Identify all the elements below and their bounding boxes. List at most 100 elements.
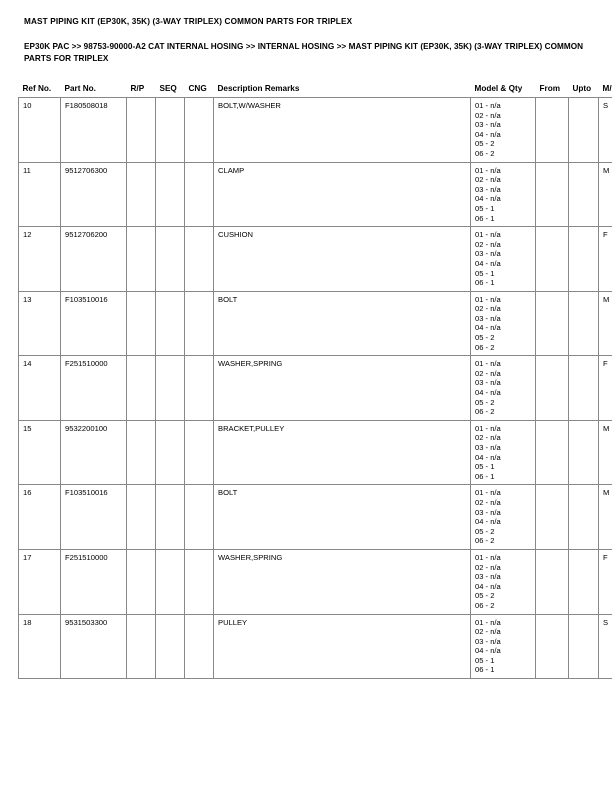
column-header-description: Description Remarks	[217, 84, 300, 93]
table-row: 14 F251510000 WASHER,SPRING 01 - n/a 02 - n…	[18, 355, 612, 421]
cell-ref-no: 11	[18, 162, 61, 228]
column-header-from: From	[539, 84, 560, 93]
column-header-rp: R/P	[130, 84, 145, 93]
cell-rp	[126, 484, 156, 550]
cell-part-no: F180508018	[60, 97, 127, 163]
cell-seq	[155, 614, 185, 680]
cell-part-no: 9532200100	[60, 420, 127, 486]
cell-description: BOLT	[213, 484, 471, 550]
cell-cng	[184, 162, 214, 228]
cell-mr: S	[598, 97, 612, 163]
cell-mr: F	[598, 226, 612, 292]
cell-part-no: F103510016	[60, 291, 127, 357]
cell-seq	[155, 97, 185, 163]
table-row: 13 F103510016 BOLT 01 - n/a 02 - n/a 03 - n…	[18, 291, 612, 357]
parts-table: Ref No. Part No. R/P SEQ CNG Description…	[18, 84, 612, 680]
cell-seq	[155, 291, 185, 357]
cell-cng	[184, 484, 214, 550]
cell-from	[535, 162, 569, 228]
column-header-cng: CNG	[188, 84, 207, 93]
cell-from	[535, 420, 569, 486]
cell-upto	[568, 549, 599, 615]
cell-from	[535, 355, 569, 421]
cell-part-no: 9512706300	[60, 162, 127, 228]
cell-cng	[184, 549, 214, 615]
cell-ref-no: 15	[18, 420, 61, 486]
cell-upto	[568, 355, 599, 421]
cell-from	[535, 484, 569, 550]
column-header-upto: Upto	[572, 84, 592, 93]
cell-cng	[184, 97, 214, 163]
cell-part-no: 9531503300	[60, 614, 127, 680]
cell-seq	[155, 355, 185, 421]
title-block: MAST PIPING KIT (EP30K, 35K) (3-WAY TRIP…	[24, 16, 590, 27]
page-title: MAST PIPING KIT (EP30K, 35K) (3-WAY TRIP…	[24, 17, 353, 26]
cell-model-qty: 01 - n/a 02 - n/a 03 - n/a 04 - n/a 05 -…	[470, 355, 536, 421]
table-row: 18 9531503300 PULLEY 01 - n/a 02 - n/a 03 -…	[18, 614, 612, 680]
cell-rp	[126, 291, 156, 357]
cell-rp	[126, 226, 156, 292]
cell-part-no: F251510000	[60, 549, 127, 615]
cell-model-qty: 01 - n/a 02 - n/a 03 - n/a 04 - n/a 05 -…	[470, 97, 536, 163]
cell-description: BOLT	[213, 291, 471, 357]
table-row: 17 F251510000 WASHER,SPRING 01 - n/a 02 - n…	[18, 549, 612, 615]
cell-ref-no: 18	[18, 614, 61, 680]
cell-upto	[568, 291, 599, 357]
cell-upto	[568, 420, 599, 486]
cell-seq	[155, 162, 185, 228]
cell-model-qty: 01 - n/a 02 - n/a 03 - n/a 04 - n/a 05 -…	[470, 226, 536, 292]
cell-seq	[155, 226, 185, 292]
cell-ref-no: 14	[18, 355, 61, 421]
cell-rp	[126, 97, 156, 163]
column-header-seq: SEQ	[159, 84, 177, 93]
cell-upto	[568, 97, 599, 163]
cell-model-qty: 01 - n/a 02 - n/a 03 - n/a 04 - n/a 05 -…	[470, 484, 536, 550]
cell-seq	[155, 484, 185, 550]
table-row: 11 9512706300 CLAMP 01 - n/a 02 - n/a 03 - …	[18, 162, 612, 228]
cell-description: WASHER,SPRING	[213, 549, 471, 615]
table-row: 12 9512706200 CUSHION 01 - n/a 02 - n/a 03 …	[18, 226, 612, 292]
table-row: 16 F103510016 BOLT 01 - n/a 02 - n/a 03 - n…	[18, 484, 612, 550]
table-header: Ref No. Part No. R/P SEQ CNG Description…	[18, 84, 612, 98]
cell-model-qty: 01 - n/a 02 - n/a 03 - n/a 04 - n/a 05 -…	[470, 162, 536, 228]
cell-ref-no: 12	[18, 226, 61, 292]
cell-cng	[184, 291, 214, 357]
cell-ref-no: 17	[18, 549, 61, 615]
cell-from	[535, 226, 569, 292]
column-header-model-qty: Model & Qty	[474, 84, 523, 93]
cell-mr: M	[598, 291, 612, 357]
breadcrumb: EP30K PAC >> 98753-90000-A2 CAT INTERNAL…	[24, 42, 584, 63]
cell-rp	[126, 420, 156, 486]
cell-model-qty: 01 - n/a 02 - n/a 03 - n/a 04 - n/a 05 -…	[470, 549, 536, 615]
cell-mr: M	[598, 162, 612, 228]
cell-model-qty: 01 - n/a 02 - n/a 03 - n/a 04 - n/a 05 -…	[470, 291, 536, 357]
cell-cng	[184, 355, 214, 421]
cell-ref-no: 13	[18, 291, 61, 357]
cell-description: WASHER,SPRING	[213, 355, 471, 421]
cell-rp	[126, 355, 156, 421]
cell-rp	[126, 614, 156, 680]
table-row: 15 9532200100 BRACKET,PULLEY 01 - n/a 02 - …	[18, 420, 612, 486]
cell-ref-no: 10	[18, 97, 61, 163]
cell-mr: S	[598, 614, 612, 680]
cell-description: CUSHION	[213, 226, 471, 292]
cell-from	[535, 97, 569, 163]
cell-cng	[184, 614, 214, 680]
cell-description: BRACKET,PULLEY	[213, 420, 471, 486]
column-header-mr: M/R	[602, 84, 612, 93]
parts-table-container: Ref No. Part No. R/P SEQ CNG Description…	[18, 84, 612, 680]
cell-from	[535, 549, 569, 615]
table-row: 10 F180508018 BOLT,W/WASHER 01 - n/a 02 - n…	[18, 97, 612, 163]
cell-description: CLAMP	[213, 162, 471, 228]
cell-mr: F	[598, 355, 612, 421]
cell-description: BOLT,W/WASHER	[213, 97, 471, 163]
cell-part-no: F251510000	[60, 355, 127, 421]
cell-rp	[126, 162, 156, 228]
cell-part-no: F103510016	[60, 484, 127, 550]
cell-mr: M	[598, 420, 612, 486]
cell-upto	[568, 484, 599, 550]
header-row: Ref No. Part No. R/P SEQ CNG Description…	[18, 84, 612, 98]
cell-upto	[568, 226, 599, 292]
column-header-ref-no: Ref No.	[22, 84, 52, 93]
